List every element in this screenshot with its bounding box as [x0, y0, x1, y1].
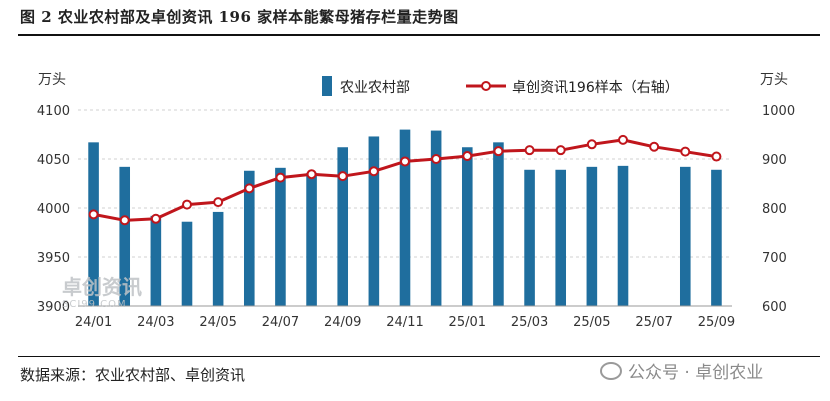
line-point [337, 171, 348, 182]
line-point [711, 151, 722, 162]
bar [306, 172, 317, 306]
x-tick-label: 25/05 [573, 315, 610, 330]
bar [150, 215, 162, 306]
bar [461, 147, 473, 306]
line-point [306, 169, 317, 180]
bar [275, 167, 286, 306]
bar [119, 166, 131, 306]
line-point [400, 156, 410, 167]
x-tick-label: 24/07 [262, 315, 299, 330]
right-axis-unit: 万头 [760, 72, 788, 88]
chart-title: 图 2 农业农村部及卓创资讯 196 家样本能繁母猪存栏量走势图 [20, 8, 459, 26]
bar [88, 142, 99, 306]
left-tick-label: 3900 [37, 300, 70, 315]
right-tick-label: 1000 [762, 104, 795, 119]
bar [617, 165, 629, 306]
bar [212, 211, 224, 306]
line-point [649, 141, 660, 152]
bar [368, 136, 380, 306]
left-tick-label: 3950 [37, 251, 70, 266]
left-tick-label: 4050 [37, 153, 70, 168]
brand-watermark: 公众号 · 卓创农业 [600, 358, 763, 383]
bar [243, 170, 255, 306]
chart: 3900 600 3950 700 4000 800 4050 900 4100 1000 万头 万头… [37, 72, 795, 330]
right-tick-label: 600 [762, 300, 787, 315]
bar [181, 221, 193, 306]
line-point [275, 172, 286, 183]
line-point [150, 213, 161, 224]
legend-label-line: 卓创资讯196样本（右轴） [512, 80, 679, 96]
line-point [493, 146, 504, 157]
bar [493, 142, 504, 306]
line-point [555, 145, 566, 156]
line-point [431, 154, 442, 164]
title-rule [18, 34, 820, 36]
left-axis-unit: 万头 [38, 72, 66, 88]
x-tick-label: 24/11 [386, 315, 423, 330]
line-point [524, 145, 535, 156]
line-point [119, 215, 130, 226]
legend-label-bars: 农业农村部 [340, 80, 410, 96]
line-point [368, 166, 379, 177]
left-tick-label: 4100 [37, 104, 70, 119]
legend-marker-line [481, 81, 491, 91]
bar [679, 166, 691, 306]
bar [711, 169, 722, 306]
watermark-logo: 卓创资讯 SCI99.COM [62, 275, 142, 314]
x-tick-label: 25/09 [698, 315, 735, 330]
line-point [618, 134, 628, 145]
right-tick-label: 700 [762, 251, 787, 266]
source-rule [18, 356, 820, 357]
right-tick-label: 800 [762, 202, 787, 217]
legend-swatch-bars [322, 76, 332, 96]
line-point [182, 199, 192, 210]
x-tick-label: 24/01 [75, 315, 112, 330]
wechat-icon [600, 362, 622, 380]
bar [555, 169, 567, 306]
data-source: 数据来源：农业农村部、卓创资讯 [20, 366, 246, 384]
bar [586, 166, 598, 306]
x-tick-label: 24/09 [324, 315, 361, 330]
x-tick-label: 25/03 [511, 315, 548, 330]
watermark-site: 卓创资讯 [62, 275, 142, 299]
watermark-url: SCI99.COM [62, 299, 127, 310]
bar [524, 169, 535, 306]
line-point [88, 209, 99, 220]
right-tick-label: 900 [762, 153, 787, 168]
x-tick-label: 24/03 [137, 315, 174, 330]
line-point [462, 151, 473, 162]
bar [430, 130, 442, 306]
left-tick-label: 4000 [37, 202, 70, 217]
x-tick-label: 25/01 [449, 315, 486, 330]
line-point [680, 146, 691, 157]
line-point [244, 183, 255, 194]
bar [337, 147, 349, 306]
bar [399, 129, 411, 306]
x-tick-label: 24/05 [199, 315, 236, 330]
line-point [213, 197, 224, 208]
x-tick-label: 25/07 [635, 315, 672, 330]
brand-watermark-text: 公众号 · 卓创农业 [628, 363, 764, 383]
line-point [586, 139, 597, 150]
